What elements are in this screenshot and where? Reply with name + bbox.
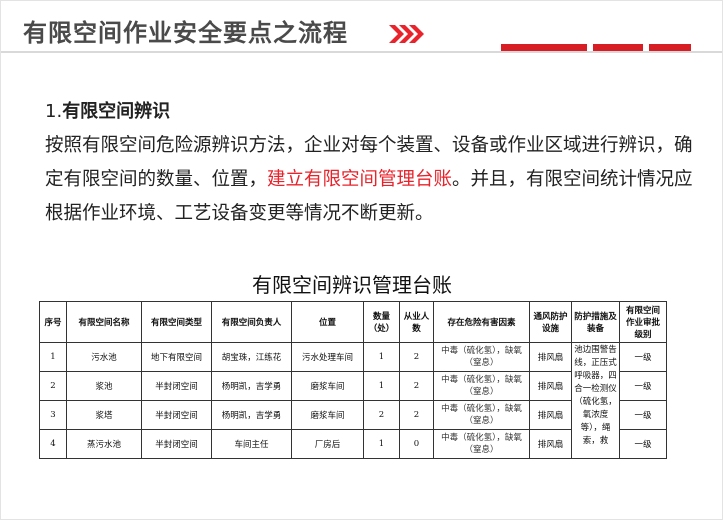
- table-cell: 3: [39, 400, 67, 430]
- table-row: 3 浆塔 半封闭空间 杨明凯，吉学勇 磨浆车间 2 2 中毒（硫化氢），缺氧（窒息） 排风扇 一级: [39, 400, 667, 430]
- text: 按照有限空间危险源辨识方法，企业对每个装置、设备或作业区域进行辨识，确定有限空间…: [45, 135, 693, 190]
- column-header: 位置: [291, 301, 364, 343]
- column-header: 防护措施及装备: [571, 301, 620, 343]
- chevrons: [389, 25, 424, 43]
- heading-number: 1.: [45, 101, 63, 122]
- accent-bar: [649, 44, 691, 51]
- table-cell: 排风扇: [529, 400, 572, 430]
- accent-bar: [593, 44, 643, 51]
- table-row: 2 浆池 半封闭空间 杨明凯，吉学勇 磨浆车间 1 2 中毒（硫化氢），缺氧（窒息） 排风扇 一级: [39, 371, 667, 401]
- table-cell: 半封闭空间: [141, 400, 212, 430]
- table-cell: 中毒（硫化氢），缺氧（窒息）: [433, 342, 530, 372]
- accent-bar: [501, 44, 587, 51]
- table-cell: 杨明凯，吉学勇: [211, 371, 292, 401]
- table-cell: 蒸污水池: [66, 429, 142, 459]
- table-cell: 磨浆车间: [291, 371, 364, 401]
- table-image: 有限空间辨识管理台账 序号 有限空间名称 有限空间类型 有限空间负责人 位置 数量（处）从…: [37, 263, 667, 475]
- table-cell: 一级: [619, 429, 667, 459]
- table-cell: 厂房后: [291, 429, 364, 459]
- table-cell: 污水池: [66, 342, 142, 372]
- table-cell: 污水处理车间: [291, 342, 364, 372]
- table-cell: 半封闭空间: [141, 429, 212, 459]
- heading-text: 有限空间辨识: [62, 101, 171, 122]
- table-cell: 中毒（硫化氢），缺氧（窒息）: [433, 429, 530, 459]
- table-title: 有限空间辨识管理台账: [252, 273, 452, 297]
- column-header: 存在危险有害因素: [433, 301, 530, 343]
- column-header: 有限空间名称: [66, 301, 142, 343]
- table-cell: 中毒（硫化氢），缺氧（窒息）: [433, 371, 530, 401]
- highlight: 建立有限空间管理台账: [267, 169, 453, 190]
- table-cell: 半封闭空间: [141, 371, 212, 401]
- table-cell: 地下有限空间: [141, 342, 212, 372]
- table-cell: 1: [363, 371, 400, 401]
- table-cell: 2: [399, 371, 434, 401]
- table-cell: 排风扇: [529, 342, 572, 372]
- table-cell: 排风扇: [529, 429, 572, 459]
- header-decoration: [1, 25, 722, 53]
- text: 。并且，有限空间统计情况应根据作业环境、工艺设备变更等情况不断更新。: [45, 169, 693, 224]
- table-cell: 2: [363, 400, 400, 430]
- table-cell: 1: [363, 429, 400, 459]
- column-header: 序号: [39, 301, 67, 343]
- table-cell: 2: [399, 342, 434, 372]
- column-header: 有限空间负责人: [211, 301, 292, 343]
- header-rule: [1, 51, 722, 53]
- ledger-table: 序号 有限空间名称 有限空间类型 有限空间负责人 位置 数量（处） 从业人数 存在危险有害因素…: [39, 301, 667, 459]
- table-cell: 浆塔: [66, 400, 142, 430]
- table-cell: 胡宝珠，江练花: [211, 342, 292, 372]
- paragraph: 按照有限空间危险源辨识方法，企业对每个装置、设备或作业区域进行辨识，确定有限空间…: [45, 129, 695, 231]
- column-header: 通风防护设施: [529, 301, 572, 343]
- table-cell: 一级: [619, 371, 667, 401]
- table-cell: 4: [39, 429, 67, 459]
- table-cell: 0: [399, 429, 434, 459]
- table-cell: 1: [39, 342, 67, 372]
- table-cell: 一级: [619, 342, 667, 372]
- table-cell: 2: [39, 371, 67, 401]
- column-header: 有限空间类型: [141, 301, 212, 343]
- table-cell: 杨明凯，吉学勇: [211, 400, 292, 430]
- column-header: 从业人数: [399, 301, 434, 343]
- section-heading: 1.有限空间辨识: [45, 97, 170, 123]
- table-cell: 一级: [619, 400, 667, 430]
- table-cell: 中毒（硫化氢），缺氧（窒息）: [433, 400, 530, 430]
- column-header: 有限空间作业审批级别: [619, 301, 667, 343]
- table-cell: 排风扇: [529, 371, 572, 401]
- table-cell: 车间主任: [211, 429, 292, 459]
- merged-cell: 池边围警告线，正压式呼吸器，四合一检测仪（硫化氢，氧浓度等），绳索，救: [571, 342, 620, 459]
- slide-title: 有限空间作业安全要点之流程: [23, 19, 348, 47]
- table-row: 1 污水池 地下有限空间 胡宝珠，江练花 污水处理车间 1 2 中毒（硫化氢），缺氧（窒息）排…: [39, 342, 667, 459]
- table-cell: 1: [363, 342, 400, 372]
- table-row: 4 蒸污水池 半封闭空间 车间主任 厂房后 1 0 中毒（硫化氢），缺氧（窒息） 排风扇 一级: [39, 429, 667, 459]
- header-row: 序号 有限空间名称 有限空间类型 有限空间负责人 位置 数量（处） 从业人数 存在危险有害因素…: [39, 301, 667, 343]
- table-cell: 浆池: [66, 371, 142, 401]
- table-cell: 2: [399, 400, 434, 430]
- table-cell: 磨浆车间: [291, 400, 364, 430]
- column-header: 数量（处）: [363, 301, 400, 343]
